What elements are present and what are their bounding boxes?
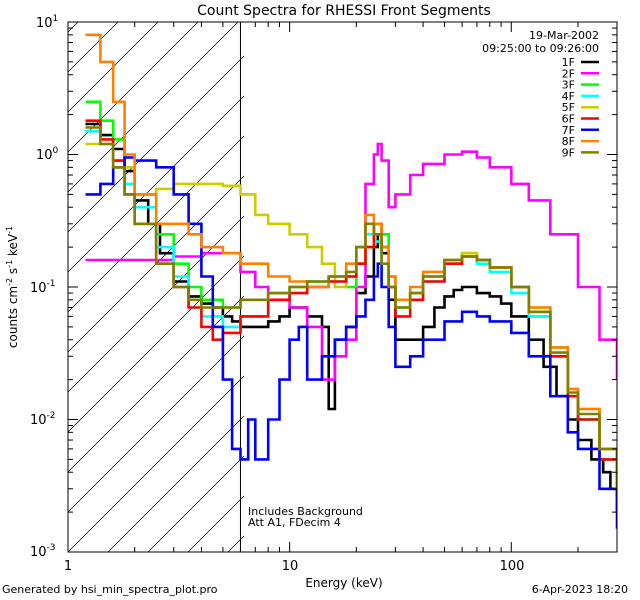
axis-ticks [67,21,618,553]
series-9F-line [85,126,617,489]
annotation-attenuator: Att A1, FDecim 4 [248,516,341,529]
hatch-line [68,135,244,313]
y-tick-1e-3: 10-3 [30,543,56,560]
y-tick-1e1: 101 [36,14,58,31]
legend-label-8F: 8F [562,135,575,148]
hatch-line [68,215,244,393]
y-tick-1e0: 100 [36,146,59,163]
footer-generated-by: Generated by hsi_min_spectra_plot.pro [2,583,218,596]
legend-label-2F: 2F [562,67,575,80]
x-tick-10: 10 [282,559,299,574]
chart-title: Count Spectra for RHESSI Front Segments [197,3,491,19]
hatch-line [68,335,244,513]
hatch-line [68,22,199,153]
footer-timestamp: 6-Apr-2023 18:20 [531,583,628,596]
series-1F-line [85,122,617,513]
legend-label-5F: 5F [562,101,575,114]
y-tick-1e-2: 10-2 [30,411,56,428]
hatch-line [68,295,244,473]
annotation-background: Includes Background [248,505,363,518]
series-8F-line [85,33,617,489]
hatch-line [68,22,239,193]
hatch-line [68,375,244,552]
time-range-label: 09:25:00 to 09:26:00 [482,42,599,55]
series-4F-line [85,129,617,489]
series-7F-line [85,156,617,529]
hatch-line [68,22,159,113]
series-layer [85,33,617,529]
legend-label-1F: 1F [562,56,575,69]
hatch-line [107,415,244,552]
x-tick-100: 100 [500,559,525,574]
series-3F-line [85,100,617,489]
hatch-line [68,175,244,353]
series-2F-line [85,142,617,381]
legend-label-7F: 7F [562,124,575,137]
x-axis-label: Energy (keV) [305,576,382,590]
hatch-line [68,95,244,273]
date-label: 19-Mar-2002 [529,29,599,42]
series-6F-line [85,119,617,489]
legend-label-3F: 3F [562,79,575,92]
legend-label-6F: 6F [562,113,575,126]
legend-label-4F: 4F [562,90,575,103]
hatch-line [68,55,244,233]
x-tick-1: 1 [64,559,72,574]
hatch-line [147,455,244,552]
legend-label-9F: 9F [562,146,575,159]
y-tick-1e-1: 10-1 [30,279,56,296]
y-axis-label: counts cm-2 s-1 keV-1 [5,226,20,348]
